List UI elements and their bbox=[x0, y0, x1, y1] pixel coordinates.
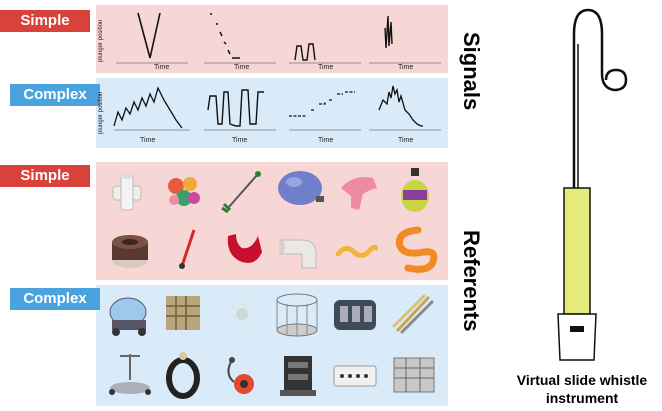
elbow-pipe-icon bbox=[279, 239, 317, 269]
signals-label: Signals bbox=[459, 32, 484, 111]
control-panel-icon bbox=[333, 365, 377, 387]
signals-simple-tag: Simple bbox=[0, 10, 90, 32]
robot-vacuum-icon bbox=[109, 297, 147, 336]
machine-block-icon bbox=[334, 300, 376, 330]
slide-whistle-icon bbox=[557, 8, 628, 361]
signal-plot-xlabel: Time bbox=[234, 64, 250, 71]
scooter-frame-icon bbox=[109, 354, 151, 395]
signal-plot-ylabel: plunger position bbox=[98, 91, 104, 134]
tire-wheel-icon bbox=[166, 352, 200, 399]
signal-plot-simple-4 bbox=[369, 15, 441, 64]
referents-complex-tag: Complex bbox=[10, 288, 100, 310]
signal-plot-complex-3 bbox=[289, 91, 361, 131]
signal-plot-xlabel: Time bbox=[232, 137, 248, 144]
signal-plot-xlabel: Time bbox=[398, 137, 414, 144]
cylinder-cage-icon bbox=[276, 293, 318, 337]
referents-complex-panel bbox=[96, 285, 448, 406]
rotor-assembly-icon bbox=[227, 357, 254, 394]
signals-complex-panel bbox=[96, 78, 448, 148]
pipe-fitting-icon bbox=[112, 173, 142, 211]
tower-machine-icon bbox=[280, 356, 316, 396]
brush-set-icon bbox=[392, 294, 434, 334]
signal-plot-simple-3 bbox=[289, 43, 361, 64]
spiky-sculpture-icon bbox=[221, 293, 263, 334]
bottle-toy-icon bbox=[401, 168, 429, 212]
signal-plot-simple-1 bbox=[116, 12, 188, 64]
signal-plot-xlabel: Time bbox=[154, 64, 170, 71]
red-blob-icon bbox=[227, 234, 262, 263]
ring-dish-icon bbox=[112, 235, 148, 268]
signal-plot-xlabel: Time bbox=[140, 137, 156, 144]
signal-plot-complex-1 bbox=[113, 86, 190, 131]
signal-plot-xlabel: Time bbox=[318, 137, 334, 144]
signal-plot-xlabel: Time bbox=[318, 64, 334, 71]
instrument-caption-line2: instrument bbox=[545, 390, 619, 406]
server-rack-icon bbox=[393, 357, 435, 393]
referents-label: Referents bbox=[459, 230, 484, 332]
bulb-pump-icon bbox=[278, 171, 324, 205]
referents-simple-panel bbox=[96, 162, 448, 280]
flower-cluster-icon bbox=[168, 177, 200, 206]
signals-complex-tag: Complex bbox=[10, 84, 100, 106]
instrument-caption-line1: Virtual slide whistle bbox=[516, 372, 648, 388]
yellow-worm-icon bbox=[335, 244, 378, 258]
lattice-block-icon bbox=[166, 296, 200, 330]
signal-plot-xlabel: Time bbox=[398, 64, 414, 71]
referents-simple-tag: Simple bbox=[0, 165, 90, 187]
signal-plot-complex-2 bbox=[204, 89, 276, 131]
red-stick-icon bbox=[179, 229, 196, 269]
signal-plot-ylabel: plunger position bbox=[98, 19, 104, 62]
signal-plot-complex-4 bbox=[369, 85, 441, 131]
orange-snake-icon bbox=[395, 226, 438, 273]
pink-glove-icon bbox=[341, 177, 377, 210]
grabber-tool-icon bbox=[221, 171, 261, 214]
signal-plot-simple-2 bbox=[204, 13, 276, 64]
